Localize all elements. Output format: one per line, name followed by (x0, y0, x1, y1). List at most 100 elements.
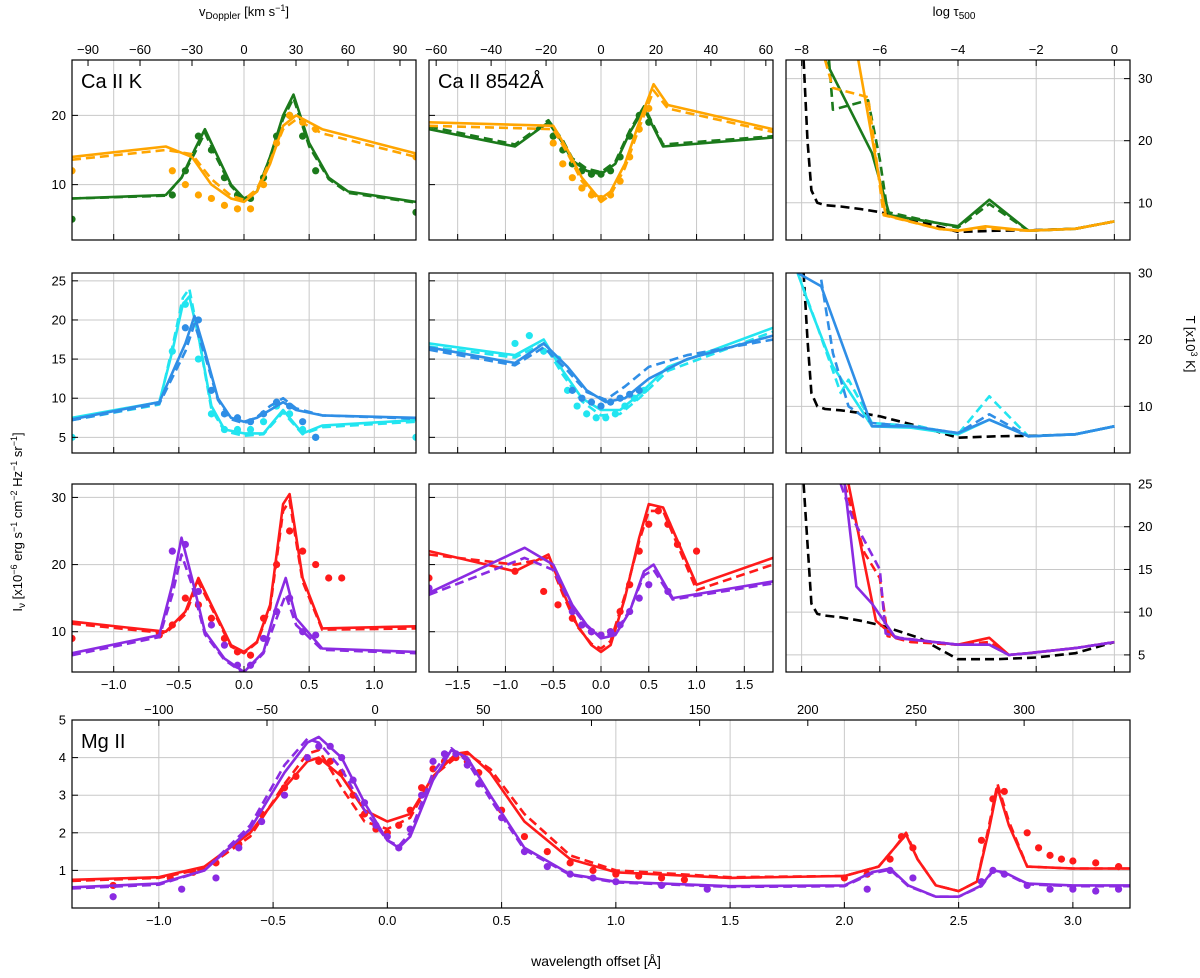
data-point (680, 876, 689, 884)
y-tick-label: 2 (59, 825, 66, 840)
data-point (511, 339, 519, 348)
top-tick-label: 150 (689, 702, 711, 717)
series-orange-dashed (823, 60, 1115, 232)
data-point (418, 784, 426, 792)
top-tick-label: 250 (905, 702, 927, 717)
y-tick-label: 10 (52, 177, 66, 192)
top-tick-label: −60 (129, 42, 151, 57)
data-point (1000, 787, 1008, 796)
ticks (429, 280, 745, 453)
data-point (568, 607, 576, 616)
data-point (540, 587, 548, 596)
data-point (573, 402, 581, 410)
series-purple-dashed (839, 484, 1115, 657)
y-tick-label: 30 (52, 490, 66, 505)
series-purple-fit-dashed (72, 737, 1130, 898)
series-group (802, 484, 1115, 661)
top-tick-label: −2 (1029, 42, 1044, 57)
data-point (1092, 887, 1100, 895)
ticks (72, 496, 375, 672)
data-point (181, 594, 189, 602)
data-point (233, 205, 242, 213)
top-tick-label: −30 (181, 42, 203, 57)
data-point (977, 836, 986, 844)
y-tick-label: 10 (1138, 195, 1152, 210)
data-point (909, 874, 917, 882)
panel-mg: −100 −50 0 50 100 150 200 250 300 1 2 3 4 5 −1.0 −0.5 0.… (59, 702, 1131, 928)
top-tick-label: 60 (759, 42, 773, 57)
ticks (801, 60, 1130, 240)
data-point (246, 425, 255, 434)
right-axis-label-temperature: T [x103 K] (1183, 316, 1199, 373)
data-point (312, 560, 320, 569)
x-tick-label: 0.0 (378, 913, 396, 928)
series-orange-fit-dashed (429, 89, 773, 204)
data-point (1057, 855, 1066, 863)
x-tick-label: 1.0 (688, 677, 706, 692)
top-tick-label: 50 (476, 702, 490, 717)
series-blue (797, 273, 1115, 438)
top-tick-label: −90 (77, 42, 99, 57)
data-point (578, 621, 586, 629)
panel-title: Mg II (81, 731, 125, 753)
data-point (578, 184, 586, 192)
x-tick-label: −0.5 (260, 913, 286, 928)
top-tick-label: 200 (797, 702, 819, 717)
top-axis-label-logtau: log τ500 (933, 4, 976, 22)
data-point (72, 167, 76, 175)
data-point (338, 574, 346, 582)
data-point (109, 893, 117, 901)
series-group (72, 287, 416, 441)
top-tick-label: −4 (951, 42, 966, 57)
x-tick-label: −1.5 (445, 677, 471, 692)
grid (429, 484, 773, 672)
data-point (178, 885, 186, 893)
panel-frame (71, 719, 1131, 909)
data-point (645, 520, 653, 528)
x-tick-label: −1.0 (101, 677, 127, 692)
data-point (303, 754, 311, 762)
data-point (1046, 885, 1054, 893)
data-point (645, 581, 653, 589)
series-cyan-fit-dashed (429, 330, 773, 417)
data-point (463, 761, 471, 769)
y-tick-label: 20 (52, 557, 66, 572)
series-purple-fit (72, 735, 1130, 898)
series-green-fit-dashed (429, 105, 773, 174)
data-point (566, 859, 574, 867)
y-tick-label: 3 (59, 788, 66, 803)
data-point (246, 205, 255, 213)
x-tick-label: 1.0 (607, 913, 625, 928)
series-blue-dashed (819, 279, 1115, 438)
y-tick-label: 20 (1138, 133, 1152, 148)
ticks (72, 280, 375, 453)
series-group (796, 273, 1115, 439)
series-blue-obs (181, 316, 320, 441)
data-point (412, 433, 416, 441)
top-tick-label: 0 (240, 42, 247, 57)
top-tick-label: −8 (794, 42, 809, 57)
y-tick-label: 1 (59, 863, 66, 878)
panel-r2c0: 10 20 30 −1.0 −0.5 0.0 0.5 1.0 (52, 483, 417, 692)
top-tick-label: 60 (341, 42, 355, 57)
y-tick-label: 15 (52, 352, 66, 367)
top-tick-label: 90 (393, 42, 407, 57)
y-tick-label: 30 (1138, 266, 1152, 281)
data-point (520, 832, 529, 841)
left-axis-label-intensity: Iν [x10−6 erg s−1 cm−2 Hz−1 sr−1] (9, 432, 28, 611)
series-purple-obs (429, 581, 672, 639)
series-black-ref (802, 60, 1115, 234)
panel-r1c2: 10 20 30 (785, 266, 1152, 454)
series-orange-fit (72, 114, 416, 204)
series-red-fit (429, 502, 773, 654)
y-tick-label: 10 (1138, 399, 1152, 414)
data-point (259, 634, 268, 643)
data-point (207, 386, 216, 394)
series-blue-fit-dashed (72, 322, 416, 425)
y-tick-label: 5 (59, 430, 66, 445)
data-point (299, 547, 307, 555)
data-point (194, 191, 202, 199)
x-tick-label: 1.5 (735, 677, 753, 692)
grid (786, 483, 1130, 672)
data-point (207, 194, 216, 203)
